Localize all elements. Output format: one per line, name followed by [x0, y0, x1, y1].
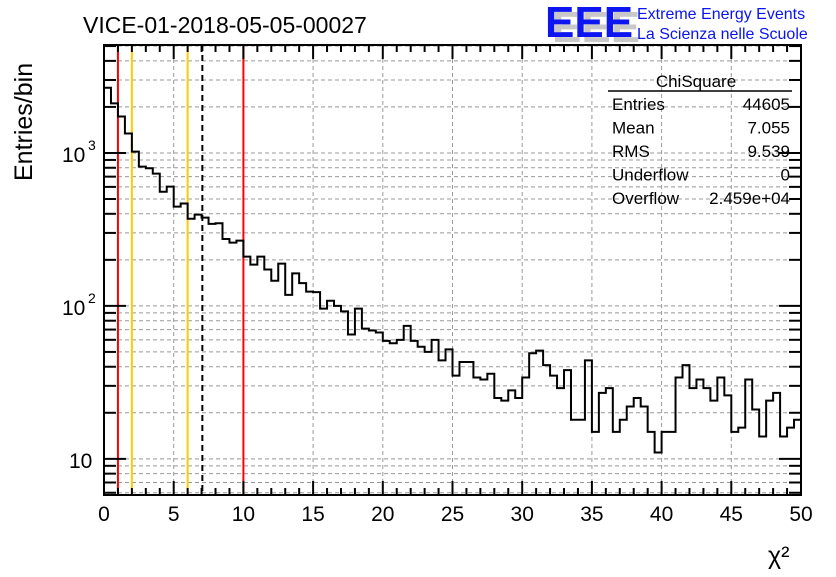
stats-value: 0 [781, 166, 790, 185]
x-tick-label: 30 [511, 503, 534, 526]
histogram-line [104, 86, 801, 454]
x-tick-label: 50 [789, 503, 812, 526]
x-tick-label: 0 [98, 503, 110, 526]
grid-lines [104, 45, 801, 495]
x-tick-label: 20 [371, 503, 394, 526]
y-tick-label: 10 [62, 297, 85, 320]
y-tick-label: 10 [69, 450, 92, 473]
y-axis-title: Entries/bin [10, 63, 38, 181]
x-tick-labels: 0 5 10 15 20 25 30 35 40 45 50 [98, 503, 813, 526]
stats-label: Underflow [612, 166, 689, 185]
stats-value: 7.055 [747, 119, 790, 138]
x-tick-label: 25 [441, 503, 464, 526]
logo-mark: EEE [545, 0, 633, 47]
stats-value: 2.459e+04 [709, 189, 790, 208]
chart-title: VICE-01-2018-05-05-00027 [83, 12, 367, 38]
stats-box: ChiSquare Entries 44605 Mean 7.055 RMS 9.539 U… [608, 72, 792, 208]
stats-title: ChiSquare [656, 72, 736, 91]
logo-line-2: La Scienza nelle Scuole [637, 26, 808, 43]
x-tick-label: 35 [580, 503, 603, 526]
stats-label: Mean [612, 119, 655, 138]
x-axis-title: χ² [768, 542, 789, 570]
y-tick-exponent: 3 [88, 137, 96, 153]
stats-value: 44605 [743, 95, 790, 114]
y-tick-label: 10 [62, 144, 85, 167]
stats-label: Overflow [612, 189, 680, 208]
logo-line-1: Extreme Energy Events [637, 6, 805, 23]
x-tick-label: 15 [301, 503, 324, 526]
eee-logo: EEE Extreme Energy Events La Scienza nel… [545, 0, 808, 47]
x-tick-label: 40 [650, 503, 673, 526]
x-tick-label: 5 [168, 503, 180, 526]
x-tick-label: 10 [232, 503, 255, 526]
stats-label: Entries [612, 95, 665, 114]
marker-lines [116, 45, 245, 495]
x-tick-label: 45 [720, 503, 743, 526]
stats-label: RMS [612, 142, 650, 161]
axis-ticks [103, 45, 802, 495]
y-tick-exponent: 2 [88, 290, 96, 306]
stats-value: 9.539 [747, 142, 790, 161]
